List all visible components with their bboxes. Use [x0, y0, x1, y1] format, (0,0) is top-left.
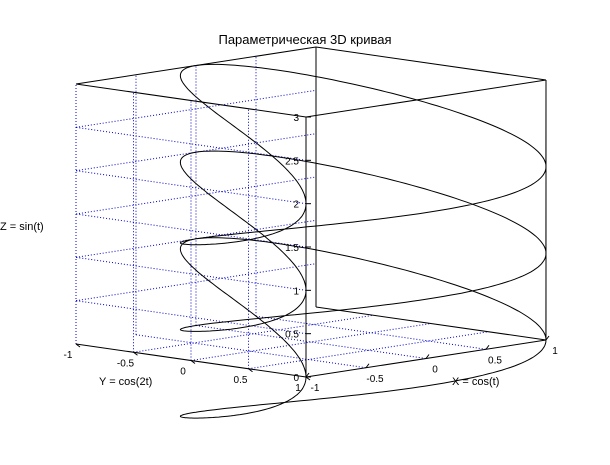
x-tick-mark — [485, 344, 490, 350]
y-axis-label: Y = cos(2t) — [99, 376, 152, 388]
box-edge — [315, 46, 547, 81]
y-tick-mark — [190, 360, 196, 364]
y-tick-label: 1 — [295, 383, 301, 394]
x-tick-label: 0 — [432, 365, 438, 376]
y-tick-label: 0.5 — [234, 375, 248, 386]
x-tick-label: 1 — [552, 346, 558, 357]
y-tick-mark — [75, 343, 81, 348]
box-edge — [75, 83, 307, 118]
y-tick-mark — [248, 368, 253, 373]
x-tick-mark — [305, 372, 310, 378]
curve-line — [179, 63, 547, 419]
grid-line — [133, 314, 374, 353]
grid-lines — [75, 56, 489, 370]
grid-line — [190, 323, 432, 361]
z-tick-label: 0 — [293, 373, 299, 384]
z-tick-label: 2.5 — [285, 156, 299, 167]
z-tick-label: 1 — [293, 286, 299, 297]
z-tick-label: 3 — [293, 113, 299, 124]
curve — [179, 63, 547, 419]
x-tick-mark — [425, 354, 430, 359]
y-tick-label: -0.5 — [117, 358, 135, 369]
grid-line — [195, 325, 427, 359]
box-edge — [305, 79, 547, 118]
chart-title: Параметрическая 3D кривая — [218, 32, 391, 47]
z-tick-label: 2 — [293, 200, 299, 211]
x-tick-label: -1 — [311, 383, 320, 394]
x-axis-label: X = cos(t) — [452, 376, 499, 388]
x-tick-mark — [365, 363, 370, 369]
y-tick-mark — [305, 376, 311, 381]
z-tick-label: 1.5 — [285, 243, 299, 254]
box-edge — [315, 306, 547, 341]
x-tick-label: -0.5 — [366, 374, 384, 385]
y-tick-label: -1 — [64, 350, 73, 361]
x-tick-label: 0.5 — [488, 355, 502, 366]
z-axis-label: Z = sin(t) — [0, 221, 44, 233]
axes-box — [75, 46, 550, 381]
tick-labels: 0 0.5 1 1.5 2 2.5 3 -1 -0.5 0 0.5 1 -1 -0.5 0 0.5 1 — [64, 113, 559, 394]
y-tick-mark — [133, 351, 138, 356]
x-tick-mark — [545, 335, 550, 341]
grid-line — [75, 170, 307, 205]
z-tick-label: 0.5 — [285, 330, 299, 341]
y-tick-label: 0 — [180, 367, 186, 378]
